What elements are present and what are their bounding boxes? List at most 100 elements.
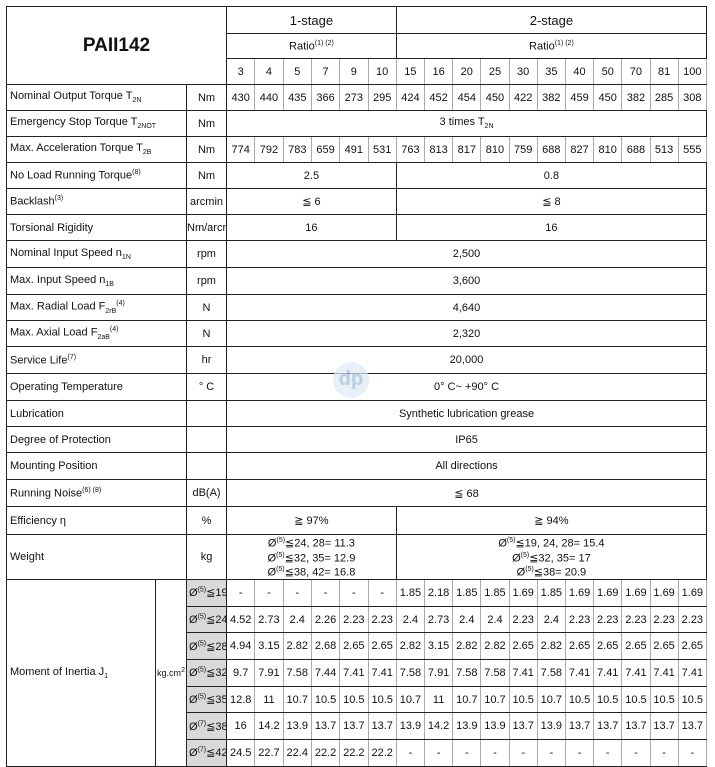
spec-value-all-text: 2,500 <box>452 248 481 260</box>
inertia-value: 1.69 <box>621 578 651 607</box>
spec-value-2stage-text: ≧ 94% <box>534 515 569 527</box>
spec-value-all-text: ≦ 68 <box>454 487 479 500</box>
table-row: Lubrication Synthetic lubrication grease <box>5 400 707 427</box>
ratio-value-text: 16 <box>432 65 445 78</box>
inertia-value: 10.5 <box>367 685 397 714</box>
spec-value-2stage-text: 16 <box>545 221 558 234</box>
spec-value-all: 3 times T2N <box>226 110 707 137</box>
spec-value: 827 <box>564 136 595 163</box>
spec-label-text: Max. Input Speed n <box>10 273 106 286</box>
ratio-value: 100 <box>677 58 708 85</box>
inertia-value: 2.4 <box>480 605 510 634</box>
ratio-value: 35 <box>536 58 566 85</box>
spec-value-text: 308 <box>683 91 702 104</box>
table-row: Ø(5)≦32 9.7 7.91 7.58 7.44 7.41 7.41 7.58 7.91 7.… <box>7 659 708 687</box>
inertia-value-text: 1.85 <box>456 586 478 599</box>
inertia-value-text: 2.65 <box>653 640 675 653</box>
spec-label-text: Backlash <box>10 195 55 208</box>
weight-line: Ø(5)≦38= 20.9 <box>397 564 705 579</box>
spec-value-text: 430 <box>231 91 250 104</box>
inertia-value-text: - <box>690 746 695 759</box>
diameter-limit: ≦24 <box>206 614 227 626</box>
inertia-value-text: - <box>408 746 413 759</box>
weight-value: ≦19, 24, 28= 15.4 <box>515 537 605 550</box>
spec-unit: rpm <box>186 267 228 295</box>
inertia-value-text: 10.5 <box>681 693 704 706</box>
weight-2stage: Ø(5)≦19, 24, 28= 15.4 Ø(5)≦32, 35= 17 Ø(5)… <box>395 534 708 580</box>
inertia-value: 7.58 <box>282 659 312 687</box>
ratio-value: 81 <box>649 58 679 85</box>
weight-value: ≦24, 28= 11.3 <box>285 537 355 550</box>
inertia-value-text: 13.9 <box>399 720 422 733</box>
spec-label: Torsional Rigidity <box>5 214 188 241</box>
spec-value-text: 813 <box>429 143 448 156</box>
spec-unit: hr <box>186 346 228 374</box>
inertia-value-text: 7.91 <box>427 666 450 679</box>
inertia-value: 13.7 <box>310 712 341 741</box>
inertia-value-text: 13.9 <box>540 720 563 733</box>
ratio-header: Ratio(1) (2) <box>226 33 397 59</box>
spec-value-1stage-text: ≦ 6 <box>302 196 321 208</box>
inertia-value: 1.85 <box>395 578 426 607</box>
spec-value-text: 295 <box>372 91 392 104</box>
weight-line: Ø(5)≦24, 28= 11.3 <box>228 535 396 550</box>
diameter-symbol: Ø <box>267 537 277 550</box>
diameter-limit: ≦32 <box>206 667 227 680</box>
footnote: (5) <box>525 566 534 574</box>
shaft-diameter-text: Ø <box>189 667 198 680</box>
inertia-value: 7.91 <box>254 659 284 687</box>
footnote: (5) <box>276 566 285 574</box>
spec-unit: Nm <box>186 136 228 163</box>
weight-value: ≦32, 35= 12.9 <box>284 552 356 565</box>
spec-value: 817 <box>452 136 482 163</box>
ratio-header-text: Ratio <box>289 40 315 53</box>
spec-value-all: Synthetic lubrication grease <box>226 400 707 427</box>
spec-label-text: Operating Temperature <box>10 381 123 393</box>
inertia-value: 10.7 <box>395 685 426 714</box>
inertia-value-text: 22.2 <box>343 746 365 759</box>
spec-label: Max. Acceleration Torque T2B <box>5 136 188 163</box>
spec-unit-text: % <box>201 514 212 527</box>
inertia-value: 2.23 <box>677 605 708 634</box>
table-row: Ø(5)≦35 12.8 11 10.7 10.5 10.5 10.5 10.7 11 10.7 1… <box>7 685 708 714</box>
ratio-value-text: 15 <box>404 65 417 78</box>
inertia-value: 10.5 <box>621 685 651 714</box>
model-title-text: PAII142 <box>82 34 151 56</box>
spec-label: Degree of Protection <box>5 426 188 453</box>
inertia-value-text: 13.7 <box>343 720 365 733</box>
spec-value: 783 <box>282 136 312 163</box>
diameter-limit: ≦28 <box>206 640 227 653</box>
spec-value-text: 810 <box>485 143 505 156</box>
spec-unit: Nm <box>186 110 228 137</box>
spec-value: 452 <box>424 84 454 111</box>
footnote: (5) <box>197 586 207 594</box>
spec-value: 450 <box>480 84 510 111</box>
footnote: (5) <box>197 613 207 621</box>
spec-value: 813 <box>424 136 454 163</box>
spec-value-text: 555 <box>683 143 702 156</box>
spec-value: 459 <box>564 84 595 111</box>
inertia-value: 2.82 <box>480 632 510 661</box>
inertia-value-text: - <box>267 586 271 599</box>
diameter-symbol: Ø <box>267 552 277 565</box>
spec-label-text: Running Noise <box>10 487 83 500</box>
inertia-value-text: 13.9 <box>456 720 478 733</box>
inertia-value: 22.2 <box>339 739 369 767</box>
inertia-value: 13.7 <box>339 712 369 741</box>
spec-value-text: 688 <box>542 143 561 156</box>
label-superscript: (7) <box>67 353 77 361</box>
spec-value: 430 <box>226 84 256 111</box>
inertia-value-text: 13.9 <box>286 720 308 733</box>
spec-label-text: Max. Radial Load F <box>10 300 106 313</box>
spec-value-text: 763 <box>401 143 420 156</box>
diameter-symbol: Ø <box>516 566 526 579</box>
spec-label-text: Nominal Input Speed n <box>10 246 122 259</box>
inertia-value-text: 10.5 <box>568 693 591 706</box>
inertia-value-text: 3.15 <box>427 640 450 653</box>
inertia-value-text: 2.18 <box>427 586 450 599</box>
spec-value-all-text: 3 times T <box>439 116 485 129</box>
inertia-value-text: 2.82 <box>540 640 563 653</box>
inertia-label-text: Moment of Inertia J <box>10 665 105 678</box>
inertia-value-text: 2.82 <box>484 640 506 653</box>
inertia-value-text: 2.23 <box>512 613 534 626</box>
